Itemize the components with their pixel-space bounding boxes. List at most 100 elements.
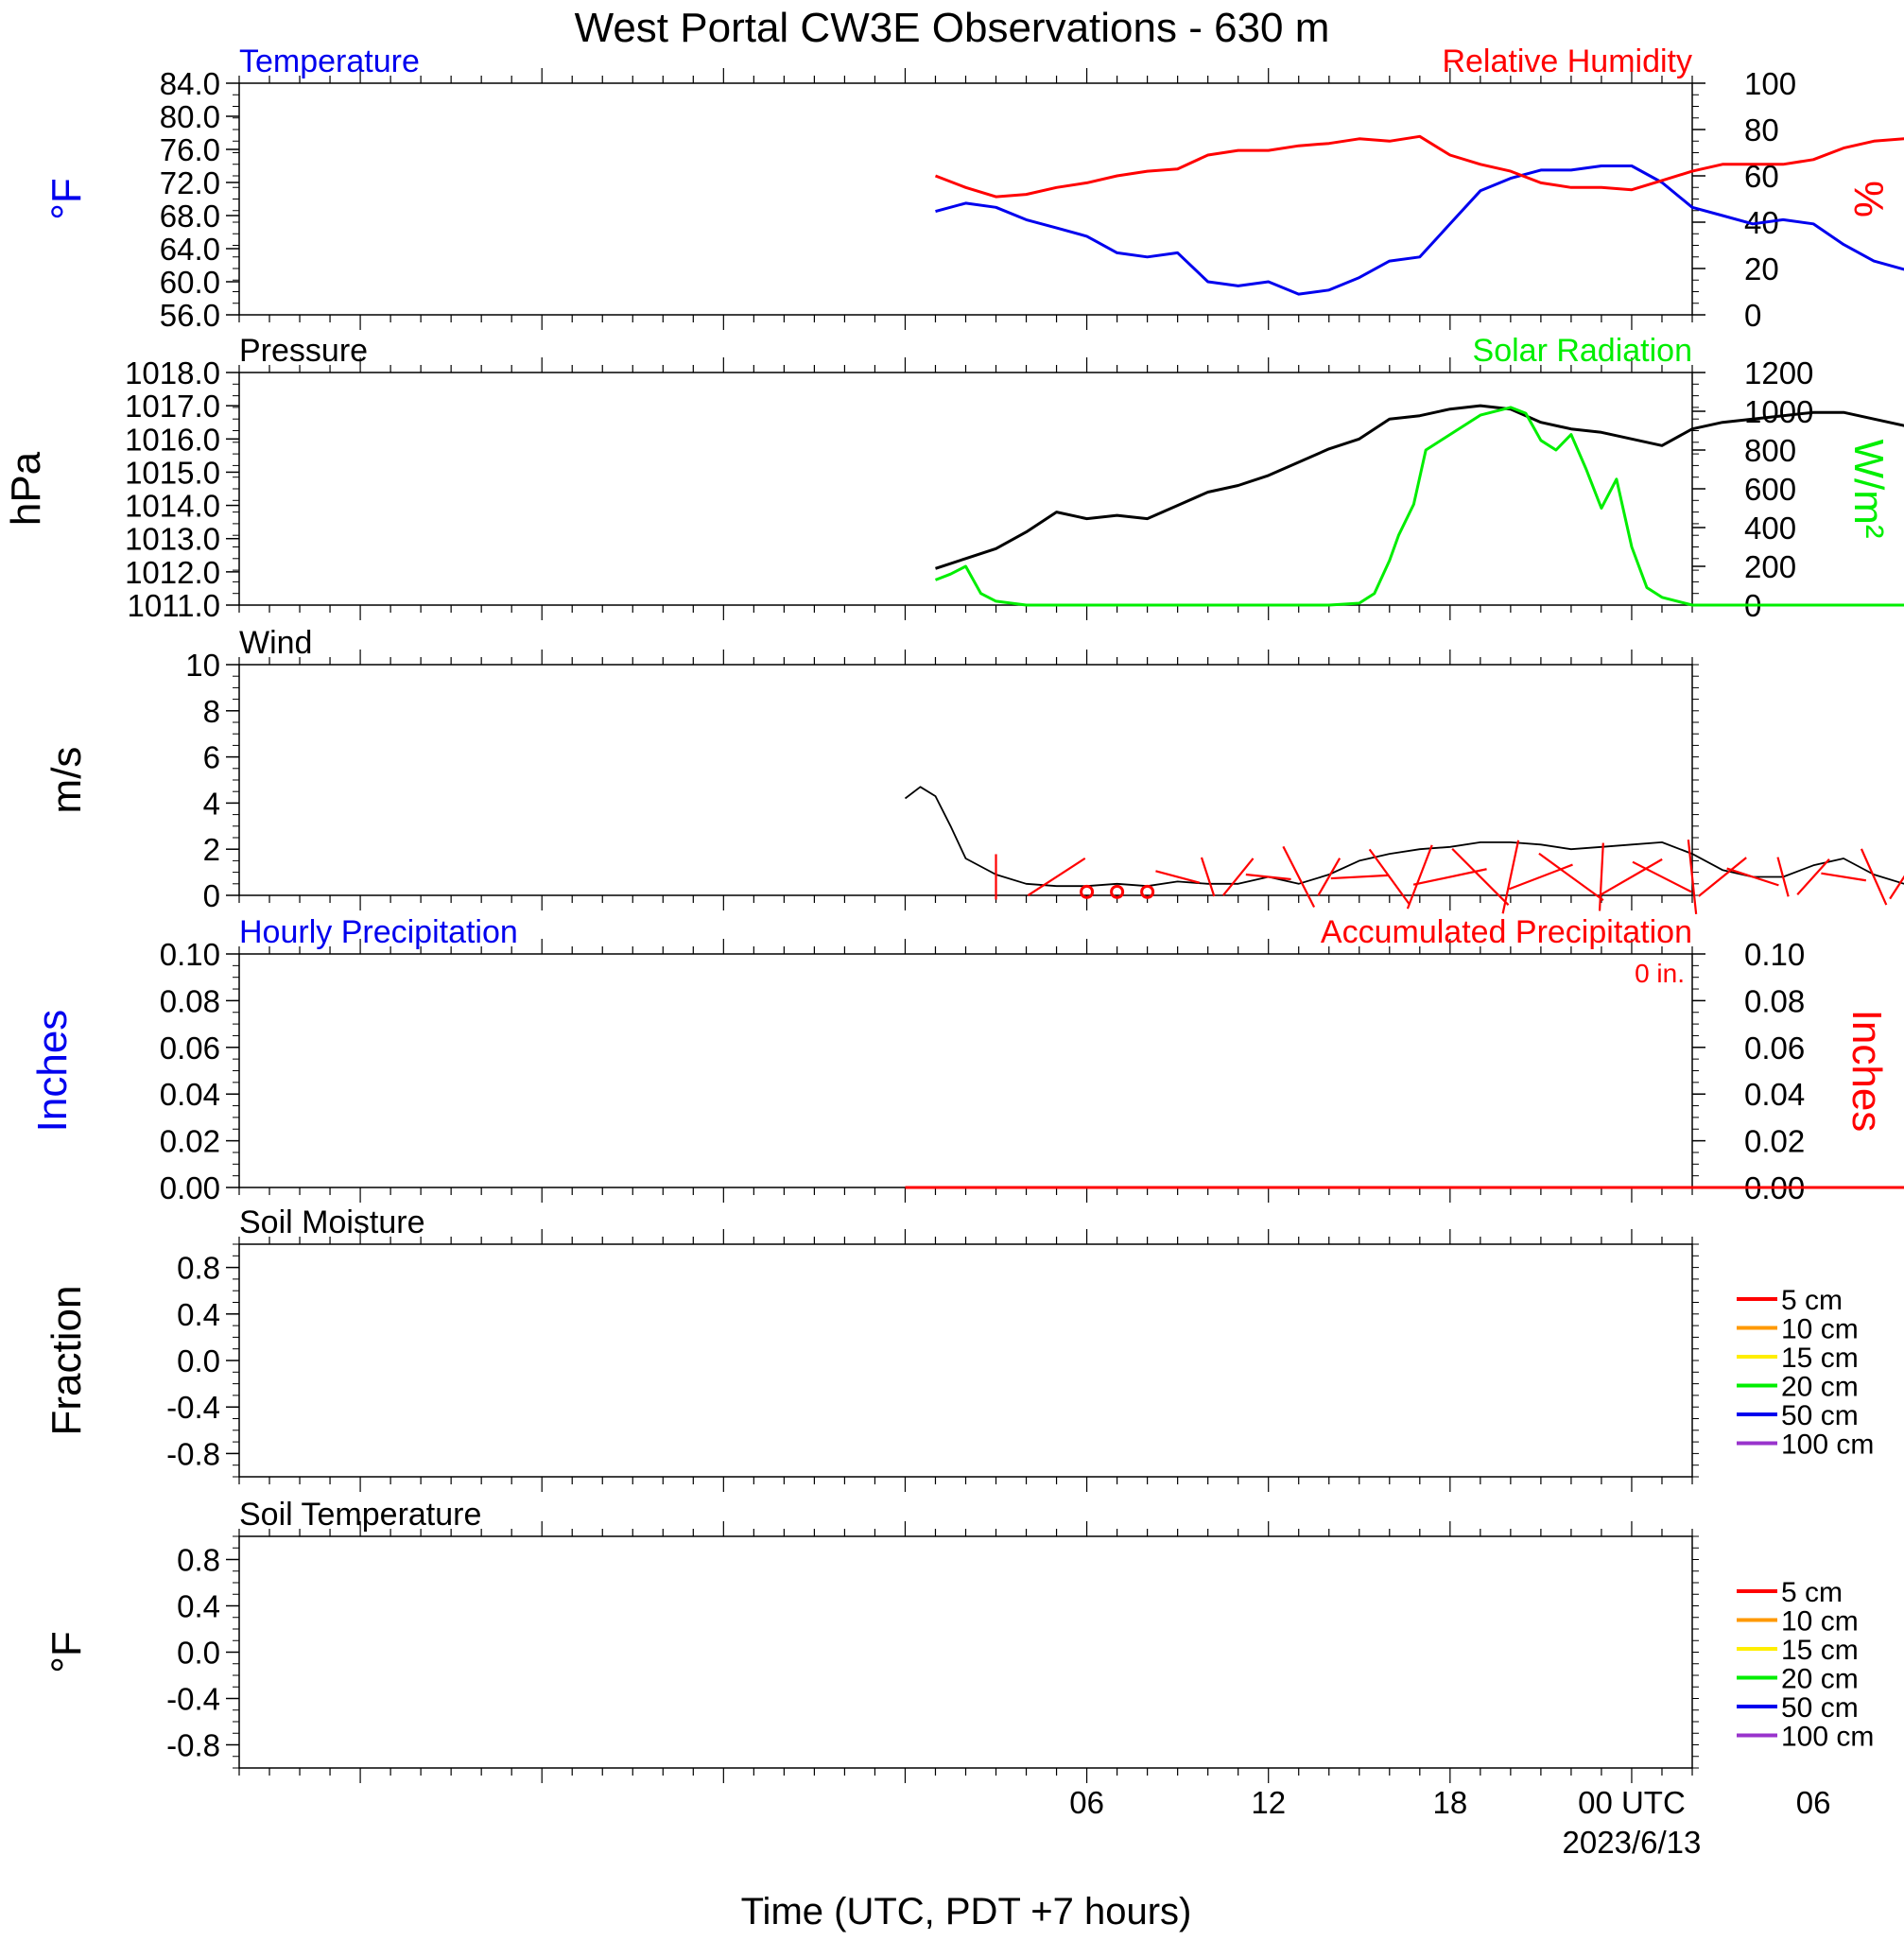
y-tick-label-left: 0.4 [177,1589,220,1624]
y-tick-label-left: 1018.0 [125,355,220,390]
panel-title-left: Soil Temperature [239,1497,481,1533]
legend-label: 50 cm [1781,1400,1859,1431]
wind-barb [1508,863,1573,891]
figure-title: West Portal CW3E Observations - 630 m [575,5,1330,51]
legend-label: 50 cm [1781,1692,1859,1724]
y-tick-label-left: 68.0 [160,199,220,234]
y-tick-label-right: 800 [1744,433,1796,468]
panel-precipitation: 0.000.020.040.060.080.100.000.020.040.06… [29,914,1904,1205]
y-tick-label-left: 84.0 [160,66,220,101]
y-tick-label-left: 0.8 [177,1251,220,1286]
wind-barb [1601,858,1663,896]
wind-barb [1726,867,1779,887]
panel-title-left: Hourly Precipitation [239,914,518,950]
panel-frame [238,1535,1693,1769]
y-tick-label-left: 64.0 [160,232,220,267]
panel-frame [238,1243,1693,1478]
y-axis-label-left: °F [43,1631,90,1672]
y-tick-label-left: 80.0 [160,99,220,134]
x-tick-label: 12 [1251,1785,1286,1820]
legend-label: 10 cm [1781,1606,1859,1638]
y-axis-label-left: Inches [29,1010,76,1133]
panel-frame [238,953,1693,1188]
wind-barb [1698,857,1747,897]
y-axis-label-left: Fraction [43,1286,90,1436]
y-tick-label-right: 0.10 [1744,937,1805,972]
panel-title-right: Relative Humidity [1442,43,1692,79]
x-tick-label: 06 [1796,1785,1831,1820]
y-axis-label-right: % [1845,181,1892,217]
wind-barb [1632,860,1692,893]
y-tick-label-right: 100 [1744,66,1796,101]
panel-wind: 0 2 4 6 8 10 Wind m/s [43,625,1904,914]
series-line [904,786,1904,888]
wind-barb [1501,840,1520,914]
wind-barb [1860,848,1888,906]
wind-calm-circle [1080,884,1095,899]
wind-barb [1889,875,1904,900]
y-tick-label-left: 0.02 [160,1124,220,1159]
y-tick-label-left: 0.08 [160,983,220,1018]
legend-label: 15 cm [1781,1635,1859,1666]
x-tick-label: 00 UTC [1578,1785,1686,1820]
series-line [934,134,1904,199]
y-tick-label-left: 1011.0 [128,588,220,623]
y-tick-label-left: 0.0 [177,1343,220,1378]
x-tick-label: 18 [1432,1785,1467,1820]
y-tick-label-left: 56.0 [160,298,220,333]
series-line [934,406,1904,607]
legend-label: 5 cm [1781,1577,1843,1608]
legend-label: 15 cm [1781,1343,1859,1374]
panel-frame [238,664,1693,896]
legend-label: 100 cm [1781,1722,1874,1753]
y-tick-label-left: 8 [203,694,220,729]
y-tick-label-right: 20 [1744,251,1779,286]
panel-title-left: Wind [239,625,312,661]
panel-temperature_humidity: 56.060.064.068.072.076.080.084.002040608… [43,43,1904,333]
y-tick-label-left: -0.8 [166,1436,220,1471]
wind-barb [1368,848,1411,906]
wind-barb [1221,858,1255,896]
wind-barb [1317,858,1341,896]
y-tick-label-left: 0.06 [160,1031,220,1066]
x-tick-date-label: 2023/6/13 [1563,1825,1702,1860]
wind-barb [1821,872,1866,882]
wind-barb [1155,870,1201,884]
y-tick-label-right: 0.04 [1744,1077,1805,1112]
y-tick-label-left: 1015.0 [125,455,220,490]
y-axis-label-right: Inches [1843,1010,1890,1133]
chart-panels: 56.060.064.068.072.076.080.084.002040608… [3,43,1904,1860]
y-tick-label-left: 0.8 [177,1543,220,1578]
y-tick-label-left: 60.0 [160,265,220,300]
y-tick-label-left: 1013.0 [125,522,220,557]
panel-title-right: Solar Radiation [1473,333,1692,369]
y-tick-label-left: 0.0 [177,1636,220,1671]
y-tick-label-left: 72.0 [160,165,220,200]
wind-barb [1451,848,1510,906]
y-tick-label-left: -0.4 [166,1682,220,1717]
series-line [935,404,1904,570]
panel-pressure_solar: 1011.01012.01013.01014.01015.01016.01017… [3,333,1904,623]
wind-barb [1796,858,1830,895]
y-tick-label-right: 200 [1744,549,1796,584]
panel-title-left: Soil Moisture [239,1204,425,1240]
y-tick-label-left: 0.4 [177,1297,220,1332]
panel-title-right: Accumulated Precipitation [1321,914,1692,950]
y-tick-label-right: 0.02 [1744,1124,1805,1159]
wind-barb [1200,857,1216,897]
y-tick-label-left: 4 [203,786,220,821]
wind-calm-circle [1140,884,1155,899]
y-tick-label-right: 600 [1744,472,1796,507]
legend-label: 100 cm [1781,1430,1874,1461]
wind-barb [1027,857,1086,897]
y-tick-label-left: 0.00 [160,1170,220,1205]
y-tick-label-left: 0 [203,878,220,913]
y-axis-label-left: m/s [43,747,90,814]
x-axis-label: Time (UTC, PDT +7 hours) [741,1891,1192,1932]
wind-barb [1598,842,1604,911]
y-tick-label-left: 0.10 [160,937,220,972]
y-tick-label-left: -0.8 [166,1728,220,1763]
legend-label: 20 cm [1781,1372,1859,1403]
